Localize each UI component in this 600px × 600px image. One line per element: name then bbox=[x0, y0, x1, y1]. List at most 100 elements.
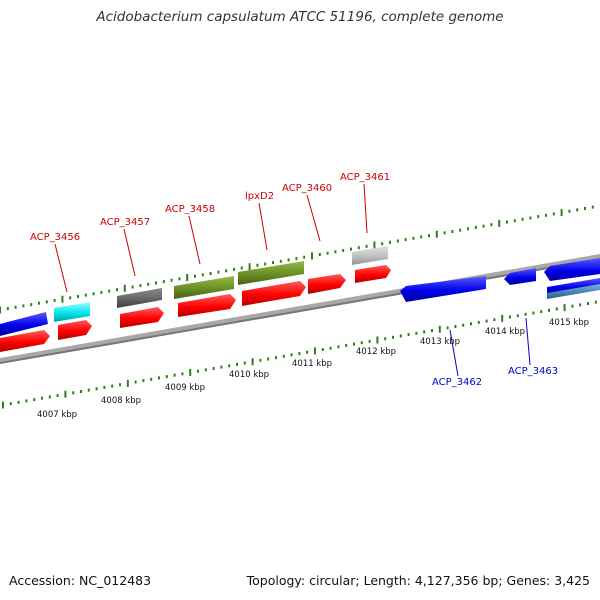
major-tick bbox=[123, 284, 126, 292]
minor-tick bbox=[178, 277, 181, 281]
scale-label: 4007 kbp bbox=[37, 410, 77, 420]
minor-tick bbox=[295, 257, 298, 261]
minor-tick bbox=[470, 322, 472, 326]
minor-tick bbox=[404, 238, 407, 242]
minor-tick bbox=[204, 368, 207, 372]
minor-tick bbox=[72, 391, 75, 395]
minor-tick bbox=[516, 314, 519, 318]
leader-line bbox=[54, 243, 68, 293]
gene-feature-red[interactable] bbox=[355, 265, 391, 283]
major-tick bbox=[435, 230, 438, 238]
gene-label-acp-3460[interactable]: ACP_3460 bbox=[282, 183, 332, 194]
gene-feature-red[interactable] bbox=[242, 281, 306, 306]
major-tick bbox=[186, 274, 189, 281]
minor-tick bbox=[334, 250, 337, 254]
gene-feature-red[interactable] bbox=[0, 330, 50, 352]
minor-tick bbox=[116, 288, 118, 292]
gene-label-lpxd2[interactable]: lpxD2 bbox=[245, 191, 274, 202]
gene-feature-red[interactable] bbox=[58, 320, 92, 340]
minor-tick bbox=[532, 311, 535, 315]
gene-feature-blue[interactable] bbox=[400, 276, 486, 302]
minor-tick bbox=[591, 205, 594, 209]
gene-feature-olive[interactable] bbox=[174, 276, 234, 299]
minor-tick bbox=[548, 308, 550, 312]
genome-title: Acidobacterium capsulatum ATCC 51196, co… bbox=[96, 9, 504, 25]
minor-tick bbox=[506, 220, 508, 224]
minor-tick bbox=[131, 285, 134, 289]
minor-tick bbox=[485, 319, 488, 323]
minor-tick bbox=[571, 304, 574, 308]
gene-feature-cyan[interactable] bbox=[54, 302, 90, 322]
minor-tick bbox=[108, 289, 111, 293]
gene-feature-light-gray[interactable] bbox=[352, 246, 388, 265]
gene-feature-red[interactable] bbox=[178, 294, 236, 317]
minor-tick bbox=[14, 305, 17, 309]
minor-tick bbox=[92, 292, 95, 296]
scale-label: 4012 kbp bbox=[356, 347, 396, 357]
minor-tick bbox=[477, 320, 480, 324]
minor-tick bbox=[399, 334, 402, 338]
gene-label-acp-3462[interactable]: ACP_3462 bbox=[432, 377, 482, 388]
minor-tick bbox=[594, 300, 597, 304]
major-tick bbox=[64, 390, 67, 398]
minor-tick bbox=[155, 281, 157, 285]
gene-feature-dark-gray[interactable] bbox=[117, 288, 162, 308]
minor-tick bbox=[100, 290, 103, 294]
minor-tick bbox=[158, 376, 160, 380]
gene-label-acp-3463[interactable]: ACP_3463 bbox=[508, 366, 558, 377]
minor-tick bbox=[318, 253, 321, 256]
minor-tick bbox=[272, 261, 274, 265]
major-tick bbox=[189, 369, 192, 376]
minor-tick bbox=[228, 364, 231, 368]
minor-tick bbox=[420, 235, 423, 239]
minor-tick bbox=[537, 215, 540, 219]
major-tick bbox=[376, 336, 379, 344]
forward-strand-upper-row bbox=[0, 246, 388, 336]
scale-labels: 4007 kbp 4008 kbp 4009 kbp 4010 kbp 4011… bbox=[37, 318, 589, 420]
scale-label: 4015 kbp bbox=[549, 318, 589, 328]
accession-text: Accession: NC_012483 bbox=[9, 573, 152, 588]
gene-label-acp-3458[interactable]: ACP_3458 bbox=[165, 204, 215, 215]
minor-tick bbox=[264, 262, 267, 266]
minor-tick bbox=[233, 267, 235, 271]
minor-tick bbox=[513, 219, 516, 223]
gene-feature-red[interactable] bbox=[308, 274, 346, 294]
gene-label-acp-3456[interactable]: ACP_3456 bbox=[30, 232, 80, 243]
gene-labels: ACP_3456 ACP_3457 ACP_3458 lpxD2 ACP_346… bbox=[30, 172, 558, 388]
major-tick bbox=[251, 358, 254, 366]
scale-label: 4008 kbp bbox=[101, 396, 141, 406]
minor-tick bbox=[181, 372, 184, 376]
major-tick bbox=[314, 347, 316, 355]
minor-tick bbox=[173, 373, 176, 377]
minor-tick bbox=[84, 293, 87, 297]
minor-tick bbox=[381, 242, 384, 246]
gene-feature-blue[interactable] bbox=[0, 312, 48, 336]
minor-tick bbox=[521, 217, 524, 221]
major-tick bbox=[498, 219, 501, 227]
minor-tick bbox=[337, 345, 340, 349]
leader-line bbox=[306, 194, 321, 242]
major-tick bbox=[126, 379, 129, 387]
leader-line bbox=[188, 215, 201, 265]
minor-tick bbox=[209, 272, 212, 275]
minor-tick bbox=[568, 209, 571, 213]
gene-feature-olive[interactable] bbox=[238, 261, 304, 285]
minor-tick bbox=[142, 379, 145, 383]
minor-tick bbox=[462, 323, 465, 327]
minor-tick bbox=[428, 234, 430, 238]
minor-tick bbox=[350, 247, 352, 251]
gene-feature-blue[interactable] bbox=[504, 268, 536, 285]
leader-line bbox=[258, 202, 268, 251]
gene-feature-steel-blue[interactable] bbox=[547, 284, 600, 299]
gene-feature-blue[interactable] bbox=[544, 258, 600, 281]
minor-tick bbox=[267, 357, 270, 361]
gene-label-acp-3457[interactable]: ACP_3457 bbox=[100, 217, 150, 228]
gene-feature-red[interactable] bbox=[120, 307, 164, 328]
minor-tick bbox=[240, 266, 243, 270]
minor-tick bbox=[236, 362, 238, 366]
gene-label-acp-3461[interactable]: ACP_3461 bbox=[340, 172, 390, 183]
minor-tick bbox=[345, 344, 348, 347]
scale-label: 4010 kbp bbox=[229, 370, 269, 380]
major-tick bbox=[373, 241, 376, 249]
minor-tick bbox=[56, 394, 59, 397]
